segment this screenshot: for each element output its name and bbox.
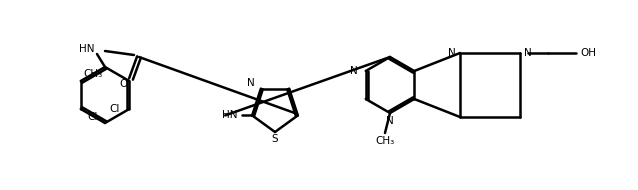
Text: N: N: [247, 78, 255, 88]
Text: CH₃: CH₃: [83, 69, 102, 79]
Text: O: O: [119, 79, 127, 89]
Text: N: N: [448, 48, 456, 58]
Text: N: N: [350, 66, 358, 76]
Text: HN: HN: [79, 44, 95, 54]
Text: Cl: Cl: [109, 104, 119, 114]
Text: CH₃: CH₃: [375, 136, 395, 146]
Text: S: S: [272, 134, 278, 144]
Text: OH: OH: [580, 48, 596, 58]
Text: Cl: Cl: [87, 112, 98, 122]
Text: N: N: [524, 48, 532, 58]
Text: N: N: [386, 116, 394, 126]
Text: HN: HN: [223, 110, 238, 120]
